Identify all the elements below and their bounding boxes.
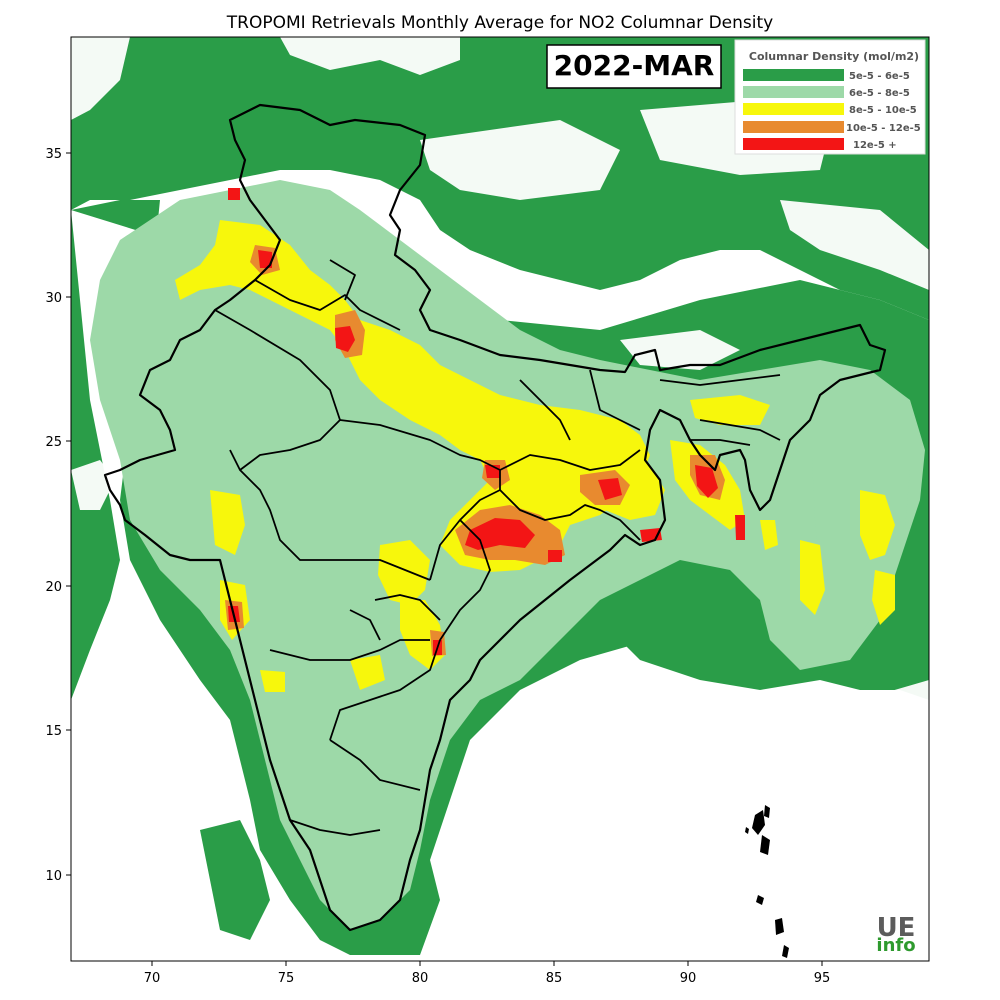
map-area: [71, 37, 929, 961]
period-label: 2022-MAR: [554, 49, 715, 82]
state-borders: [214, 259, 781, 836]
legend-item: 12e-5 +: [743, 138, 897, 151]
y-tick-label: 20: [45, 580, 62, 595]
legend-swatch: [743, 69, 844, 81]
x-tick-label: 90: [680, 971, 697, 986]
legend-item: 6e-5 - 8e-5: [743, 86, 910, 99]
x-tick-label: 70: [144, 971, 161, 986]
legend-swatch: [743, 138, 844, 150]
legend-item-label: 8e-5 - 10e-5: [849, 105, 917, 116]
y-tick-label: 15: [45, 724, 62, 739]
legend-item: 8e-5 - 10e-5: [743, 103, 917, 116]
legend-item-label: 5e-5 - 6e-5: [849, 71, 910, 82]
y-tick-label: 30: [45, 291, 62, 306]
legend-swatch: [743, 121, 844, 133]
y-tick-label: 35: [45, 147, 62, 162]
legend-title: Columnar Density (mol/m2): [749, 50, 919, 63]
logo-bottom-text: info: [876, 935, 915, 956]
legend-item: 5e-5 - 6e-5: [743, 69, 910, 82]
logo-top-text: UE: [877, 913, 916, 943]
chart-title: TROPOMI Retrievals Monthly Average for N…: [226, 13, 773, 33]
y-tick-label: 10: [45, 869, 62, 884]
period-label-box: 2022-MAR: [546, 44, 722, 89]
legend-swatch: [743, 103, 844, 115]
legend-item-label: 10e-5 - 12e-5: [846, 123, 921, 134]
legend-item-label: 6e-5 - 8e-5: [849, 88, 910, 99]
islands: [745, 805, 789, 958]
legend-swatch: [743, 86, 844, 98]
legend-item: 10e-5 - 12e-5: [743, 121, 921, 134]
x-tick-label: 95: [814, 971, 831, 986]
map-frame: [70, 36, 930, 962]
country-border: [103, 103, 887, 932]
y-axis: 35 30 25 20 15 10: [45, 147, 71, 884]
y-tick-label: 25: [45, 435, 62, 450]
density-band-yellow: [175, 220, 895, 692]
x-tick-label: 80: [412, 971, 429, 986]
ue-info-logo: UE info: [876, 913, 915, 956]
x-tick-label: 85: [546, 971, 563, 986]
x-tick-label: 75: [278, 971, 295, 986]
legend-item-label: 12e-5 +: [853, 140, 897, 151]
x-axis: 70 75 80 85 90 95: [144, 961, 831, 986]
legend: Columnar Density (mol/m2) 5e-5 - 6e-5 6e…: [734, 39, 926, 155]
